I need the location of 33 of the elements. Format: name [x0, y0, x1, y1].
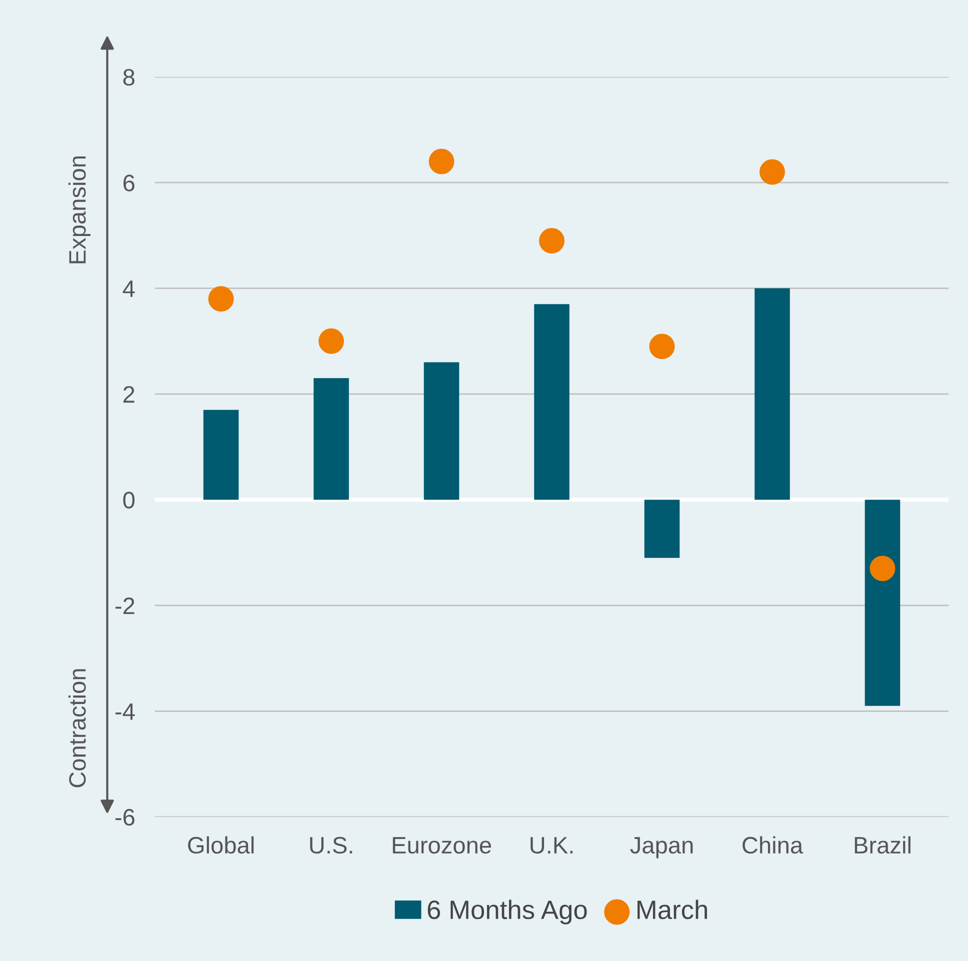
text: Expansion — [68, 156, 90, 264]
x-tick-label: Global — [188, 836, 254, 854]
x-tick-label: Japan — [630, 837, 693, 858]
point — [318, 328, 344, 354]
bar — [864, 500, 900, 706]
y-tick-label: 0 — [123, 492, 135, 509]
x-tick-label: U.S. — [310, 836, 352, 854]
x-tick-label: Eurozone — [392, 837, 492, 854]
point — [649, 334, 675, 360]
text: Contraction — [68, 669, 86, 788]
point — [539, 228, 564, 254]
bar — [644, 500, 680, 558]
point — [428, 148, 454, 174]
y-tick-label: 2 — [123, 386, 134, 403]
bar — [534, 304, 570, 500]
y-tick-label: -4 — [115, 703, 135, 720]
point — [870, 556, 896, 582]
point — [208, 286, 234, 312]
y-tick-label: 6 — [124, 174, 134, 192]
x-tick-label: U.K. — [530, 837, 573, 854]
bar — [424, 362, 460, 500]
legend-label: 6 Months Ago — [428, 900, 587, 924]
bar — [203, 410, 239, 500]
x-tick-label: China — [742, 836, 804, 854]
x-tick-label: Brazil — [854, 836, 910, 854]
legend-label: March — [638, 900, 707, 920]
point — [760, 159, 785, 185]
bar — [754, 288, 790, 500]
y-tick-label: -6 — [115, 808, 134, 826]
bar — [314, 378, 349, 500]
y-tick-label: 4 — [122, 280, 135, 297]
y-tick-label: 8 — [123, 68, 134, 86]
y-tick-label: -2 — [115, 598, 134, 614]
